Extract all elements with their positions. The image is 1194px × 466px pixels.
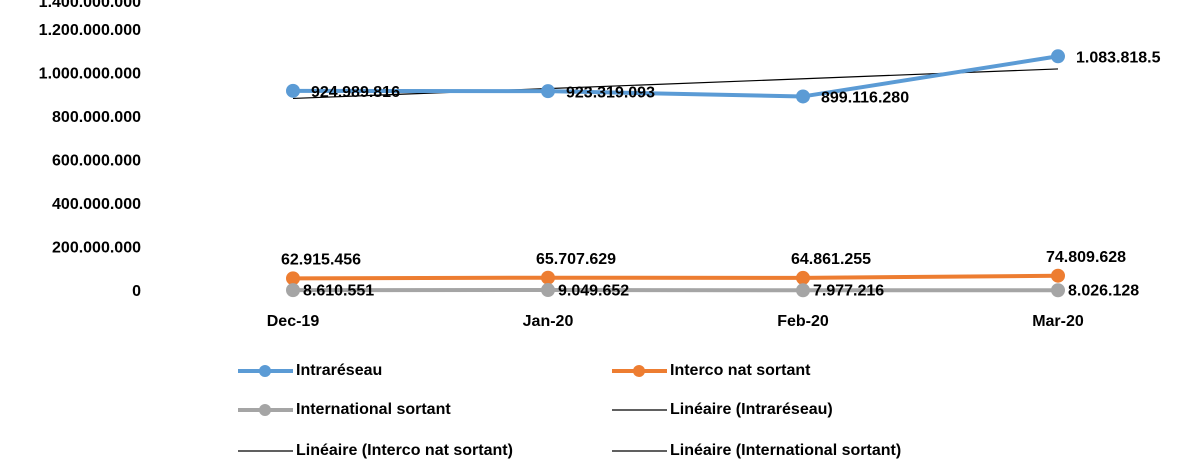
data-label: 8.026.128 bbox=[1068, 282, 1139, 299]
y-tick-label: 1.400.000.000 bbox=[39, 0, 141, 11]
data-label: 74.809.628 bbox=[1046, 249, 1126, 266]
data-point bbox=[541, 283, 555, 298]
x-tick-label: Mar-20 bbox=[1032, 313, 1084, 330]
y-tick-label: 800.000.000 bbox=[52, 109, 141, 126]
legend-marker bbox=[259, 365, 271, 377]
y-tick-label: 1.000.000.000 bbox=[39, 66, 141, 83]
data-point bbox=[1051, 49, 1065, 64]
legend-label: Linéaire (International sortant) bbox=[670, 442, 901, 459]
data-point bbox=[541, 270, 555, 285]
data-point bbox=[796, 89, 810, 104]
data-label: 8.610.551 bbox=[303, 282, 374, 299]
data-label: 64.861.255 bbox=[791, 251, 871, 268]
legend-label: Interco nat sortant bbox=[670, 362, 811, 379]
data-label: 62.915.456 bbox=[281, 252, 361, 269]
data-point bbox=[286, 83, 300, 98]
legend-label: Linéaire (Intraréseau) bbox=[670, 401, 833, 418]
y-tick-label: 1.200.000.000 bbox=[39, 22, 141, 39]
data-label: 923.319.093 bbox=[566, 84, 655, 101]
x-tick-label: Feb-20 bbox=[777, 313, 829, 330]
legend-marker bbox=[259, 404, 271, 416]
y-tick-label: 600.000.000 bbox=[52, 153, 141, 170]
legend-label: Intraréseau bbox=[296, 362, 382, 379]
data-label: 7.977.216 bbox=[813, 282, 884, 299]
legend-label: International sortant bbox=[296, 401, 451, 418]
legend-marker bbox=[633, 365, 645, 377]
data-point bbox=[796, 270, 810, 285]
data-label: 65.707.629 bbox=[536, 251, 616, 268]
series-line bbox=[292, 54, 1059, 99]
data-point bbox=[541, 84, 555, 99]
data-label: 899.116.280 bbox=[821, 90, 909, 107]
data-label: 924.989.816 bbox=[311, 84, 400, 101]
data-label: 9.049.652 bbox=[558, 282, 629, 299]
series-line bbox=[292, 273, 1059, 281]
data-point bbox=[796, 283, 810, 298]
trendline bbox=[292, 68, 1059, 100]
data-point bbox=[1051, 283, 1065, 298]
y-tick-label: 0 bbox=[132, 283, 141, 300]
x-tick-label: Dec-19 bbox=[267, 313, 320, 330]
data-point bbox=[286, 283, 300, 298]
y-tick-label: 200.000.000 bbox=[52, 240, 141, 257]
data-point bbox=[1051, 268, 1065, 283]
x-tick-label: Jan-20 bbox=[523, 313, 574, 330]
data-label: 1.083.818.5 bbox=[1076, 49, 1161, 66]
data-point bbox=[286, 271, 300, 286]
legend-label: Linéaire (Interco nat sortant) bbox=[296, 442, 513, 459]
y-tick-label: 400.000.000 bbox=[52, 196, 141, 213]
